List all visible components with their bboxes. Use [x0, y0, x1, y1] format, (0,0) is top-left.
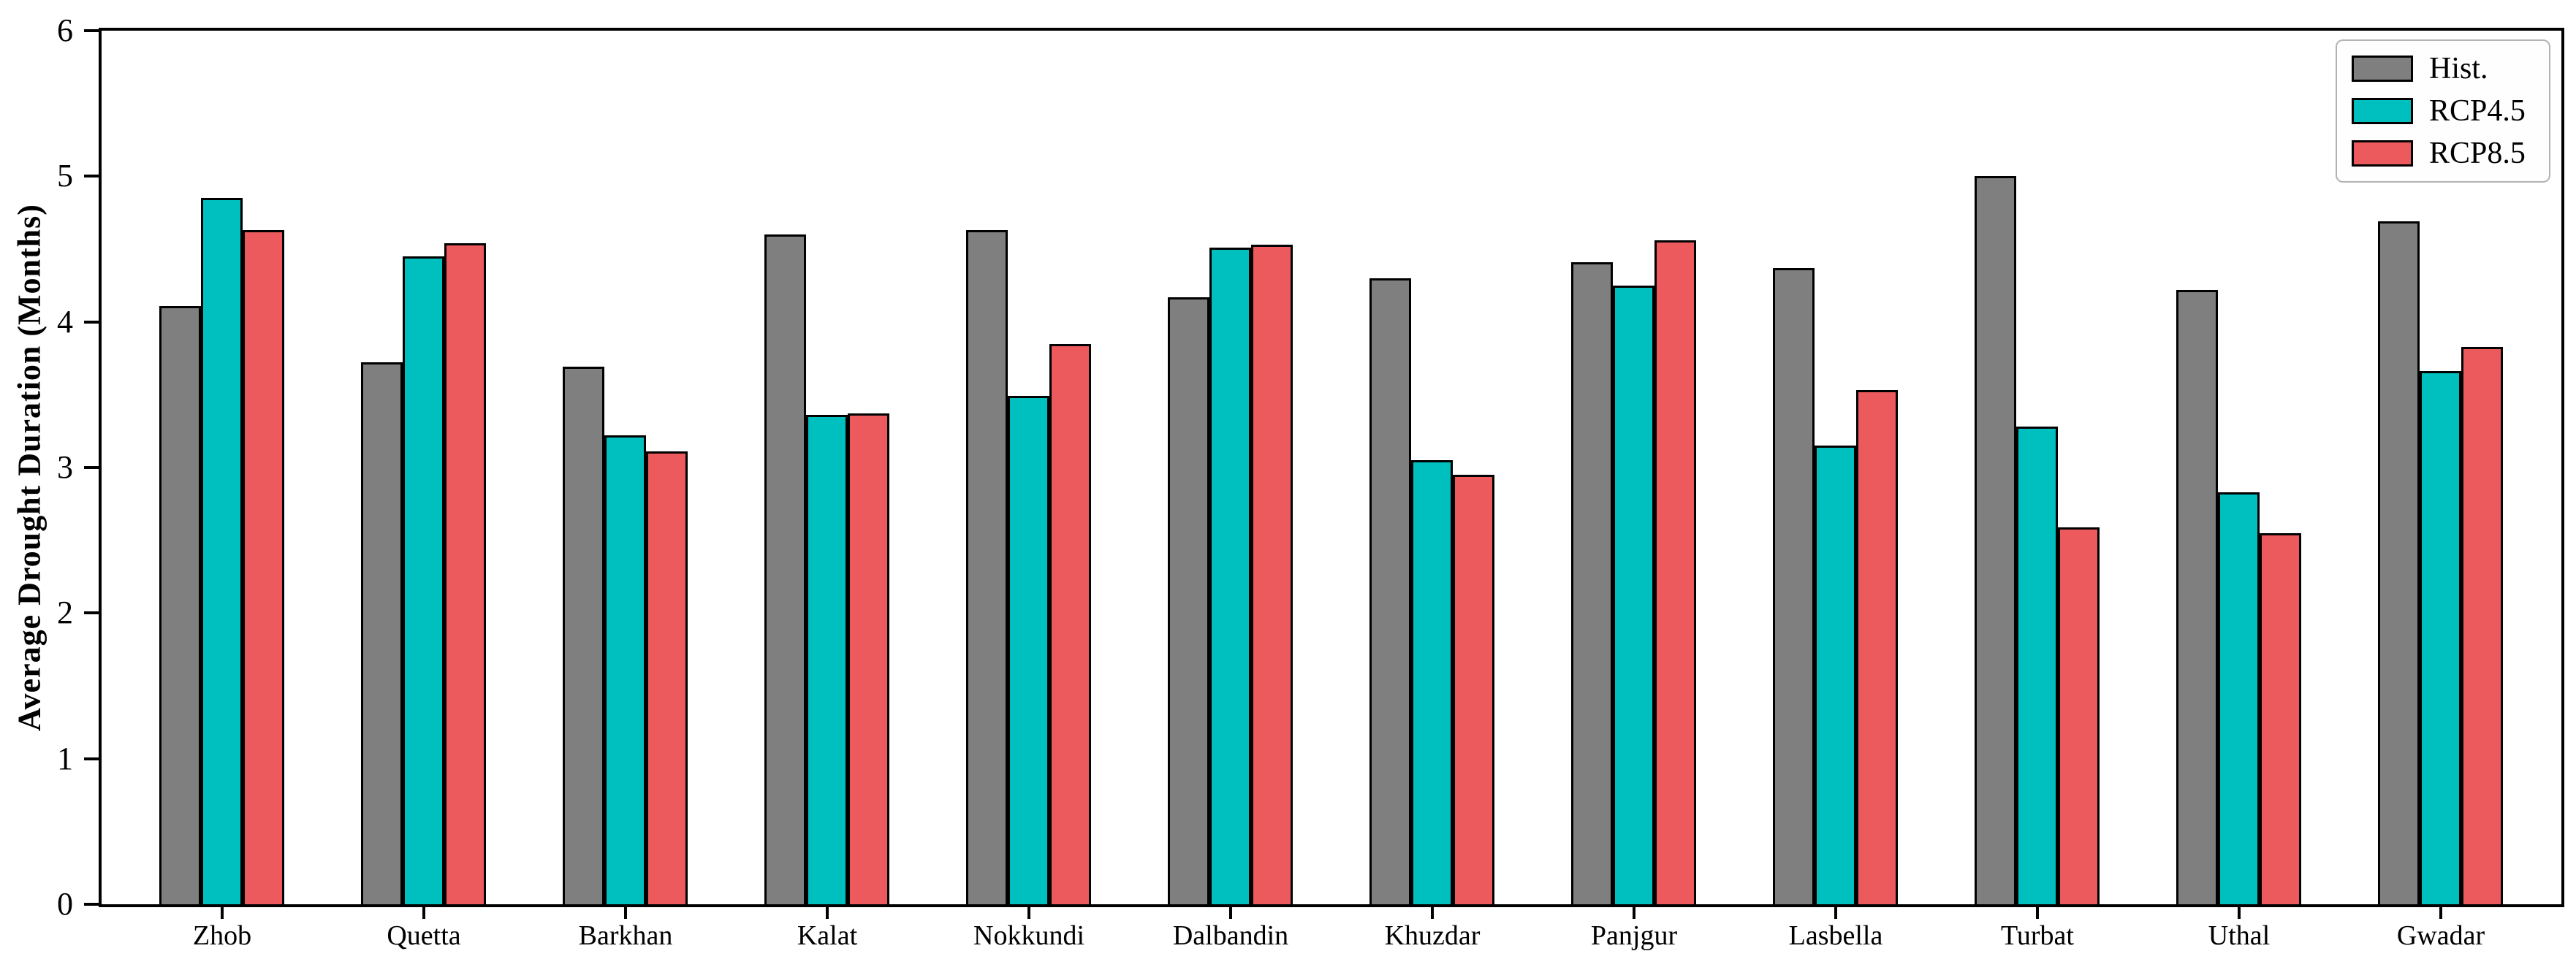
bar-hist-uthal [2176, 290, 2218, 904]
bar-rcp45-panjgur [1613, 286, 1654, 904]
y-tick-label: 0 [57, 886, 73, 922]
bar-rcp85-barkhan [646, 451, 688, 904]
x-tick-label-zhob: Zhob [192, 920, 252, 951]
bar-rcp85-lasbella [1856, 390, 1898, 904]
legend-swatch-rcp85 [2352, 140, 2413, 167]
y-tick-label: 3 [57, 449, 73, 485]
legend-item-label: RCP8.5 [2429, 137, 2526, 170]
legend-swatch-hist [2352, 56, 2413, 82]
bar-rcp85-quetta [444, 243, 486, 904]
y-tick-label: 5 [57, 158, 73, 194]
x-tick-label-nokkundi: Nokkundi [973, 920, 1084, 951]
bar-hist-dalbandin [1168, 297, 1209, 904]
bar-rcp45-lasbella [1815, 446, 1856, 904]
bar-hist-barkhan [563, 367, 604, 904]
x-tick [826, 907, 829, 919]
x-tick-label-barkhan: Barkhan [578, 920, 673, 951]
bar-hist-kalat [764, 234, 806, 904]
y-tick [84, 903, 99, 906]
bar-hist-lasbella [1773, 268, 1815, 904]
x-tick [422, 907, 425, 919]
bar-rcp45-zhob [201, 198, 243, 904]
bar-rcp45-kalat [806, 415, 848, 904]
bar-rcp85-uthal [2260, 533, 2301, 904]
legend-item-hist: Hist. [2352, 51, 2534, 86]
bar-hist-panjgur [1571, 262, 1613, 904]
bar-rcp45-uthal [2218, 492, 2260, 904]
bar-hist-zhob [159, 306, 201, 904]
x-tick-label-gwadar: Gwadar [2396, 920, 2485, 951]
x-tick-label-khuzdar: Khuzdar [1384, 920, 1481, 951]
x-tick [1834, 907, 1837, 919]
legend: Hist. RCP4.5 RCP8.5 [2336, 39, 2550, 183]
y-tick-label: 4 [57, 303, 73, 340]
bar-rcp45-dalbandin [1209, 248, 1251, 904]
bar-rcp85-nokkundi [1049, 344, 1091, 904]
bar-hist-khuzdar [1369, 278, 1411, 904]
bar-rcp45-barkhan [604, 435, 646, 904]
bar-rcp45-khuzdar [1411, 460, 1453, 904]
x-tick [624, 907, 627, 919]
x-tick [1431, 907, 1434, 919]
bar-rcp85-kalat [848, 413, 889, 904]
bar-hist-quetta [361, 362, 403, 904]
bar-rcp45-turbat [2016, 427, 2058, 904]
y-tick [84, 320, 99, 324]
plot-area [99, 28, 2564, 907]
legend-item-rcp85: RCP8.5 [2352, 136, 2534, 171]
bar-hist-turbat [1975, 176, 2016, 904]
legend-item-label: Hist. [2429, 52, 2488, 85]
legend-item-rcp45: RCP4.5 [2352, 93, 2534, 129]
x-tick-label-quetta: Quetta [387, 920, 461, 951]
x-tick [221, 907, 224, 919]
bar-rcp85-gwadar [2461, 347, 2503, 904]
x-tick [1633, 907, 1635, 919]
x-tick-label-lasbella: Lasbella [1788, 920, 1883, 951]
x-tick [1229, 907, 1232, 919]
x-tick-label-kalat: Kalat [797, 920, 858, 951]
x-tick-label-turbat: Turbat [2001, 920, 2074, 951]
x-tick-label-uthal: Uthal [2208, 920, 2271, 951]
bar-hist-gwadar [2378, 221, 2420, 904]
x-tick [2439, 907, 2442, 919]
legend-swatch-rcp45 [2352, 98, 2413, 124]
y-tick [84, 29, 99, 32]
y-tick-label: 2 [57, 595, 73, 631]
x-tick [1027, 907, 1030, 919]
y-tick [84, 466, 99, 469]
bar-rcp85-panjgur [1654, 240, 1696, 904]
bar-rcp45-quetta [403, 256, 444, 904]
x-tick [2036, 907, 2039, 919]
y-tick-label: 1 [57, 740, 73, 776]
bar-hist-nokkundi [966, 230, 1008, 904]
x-tick [2238, 907, 2241, 919]
bar-rcp85-dalbandin [1251, 245, 1293, 904]
y-tick [84, 757, 99, 760]
bar-rcp85-zhob [243, 230, 284, 904]
y-tick [84, 611, 99, 615]
y-tick-label: 6 [57, 12, 73, 48]
y-tick [84, 175, 99, 178]
bar-rcp85-turbat [2058, 527, 2100, 904]
x-tick-label-panjgur: Panjgur [1590, 920, 1678, 951]
legend-item-label: RCP4.5 [2429, 94, 2526, 128]
bar-rcp85-khuzdar [1453, 475, 1494, 904]
bar-rcp45-nokkundi [1008, 396, 1049, 904]
bar-rcp45-gwadar [2420, 371, 2461, 904]
x-tick-label-dalbandin: Dalbandin [1172, 920, 1289, 951]
